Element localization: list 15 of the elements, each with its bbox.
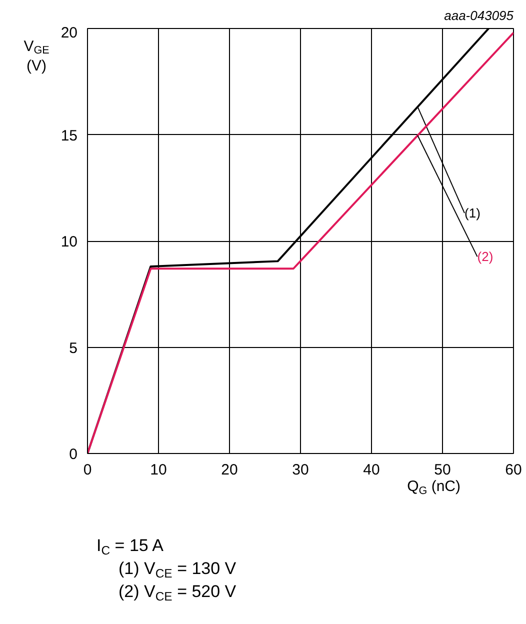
- x-tick-label: 0: [83, 462, 92, 478]
- y-tick-label: 5: [69, 340, 78, 357]
- y-tick-label: 20: [60, 24, 78, 42]
- text: (1): [464, 206, 480, 221]
- x-tick-label: 50: [434, 462, 451, 478]
- x-tick-label: 10: [150, 462, 167, 478]
- x-tick-label: 40: [363, 462, 380, 478]
- x-tick-label: 30: [292, 462, 309, 478]
- text: (2): [477, 249, 494, 264]
- x-tick-label: 20: [221, 462, 238, 478]
- y-tick-label: 10: [60, 234, 78, 250]
- y-tick-label: 0: [69, 446, 78, 463]
- y-tick-label: 15: [60, 127, 78, 144]
- text: aaa-043095: [444, 8, 514, 23]
- x-tick-label: 60: [505, 462, 522, 478]
